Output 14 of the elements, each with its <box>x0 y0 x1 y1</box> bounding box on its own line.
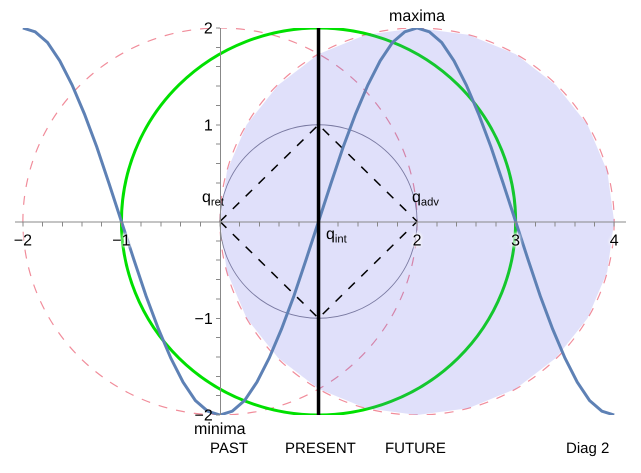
x-tick-label: 2 <box>412 232 422 250</box>
y-tick-label: −1 <box>194 310 213 328</box>
annotation: q$_{int}$ <box>326 226 348 246</box>
annotation: q$_{ret}$ <box>202 189 225 208</box>
text: FUTURE <box>385 440 446 457</box>
y-tick-label: 1 <box>204 117 213 134</box>
x-tick-label: 4 <box>610 232 619 250</box>
y-tick-label: 2 <box>204 20 213 38</box>
annotation: q$_{adv}$ <box>412 189 440 208</box>
text: PAST <box>210 440 248 457</box>
text: Diag 2 <box>566 440 610 457</box>
text: PRESENT <box>285 440 356 457</box>
x-tick-label: −2 <box>14 232 32 250</box>
annotation: maxima <box>389 8 446 25</box>
